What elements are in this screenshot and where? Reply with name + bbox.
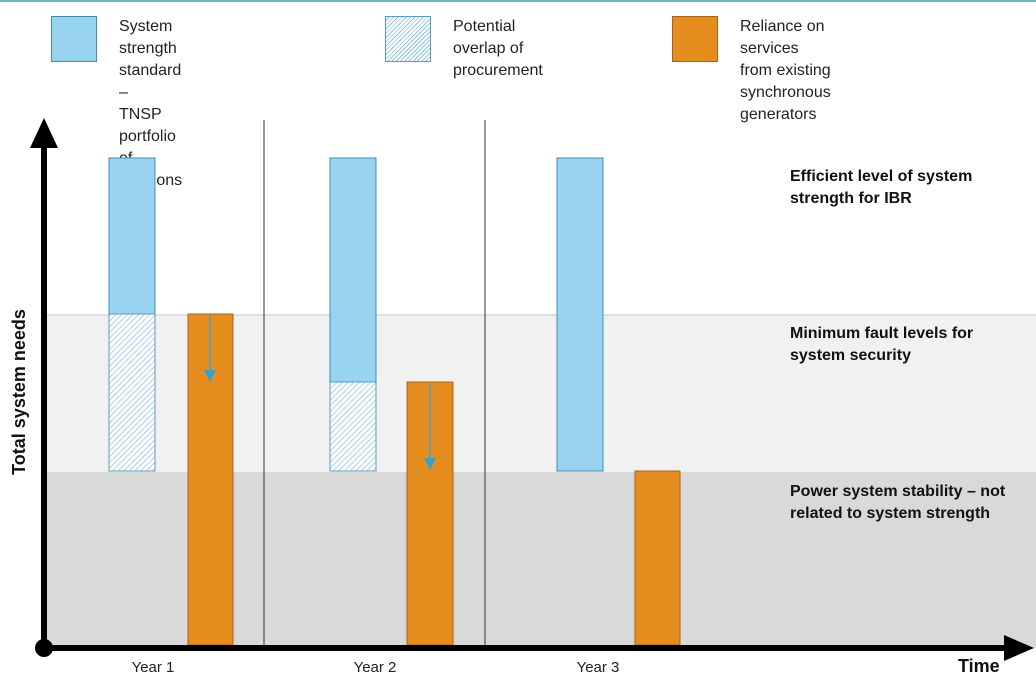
bar-year1-standard [108,157,156,315]
legend-swatch-hatched [385,16,431,62]
top-rule [0,0,1036,2]
period-label-year3: Year 3 [577,659,620,675]
zone-label-stability-1: Power system stability – not [790,483,1006,500]
x-axis-arrowhead-icon [1004,635,1034,661]
legend-swatch-orange [672,16,718,62]
zone-label-efficient-1: Efficient level of system [790,168,972,185]
bar-year2-standard [329,157,377,383]
zone-label-minimum-1: Minimum fault levels for [790,325,973,342]
legend-label-synchronous: Reliance on services from existing synch… [740,18,831,123]
zone-label-minimum-2: system security [790,347,911,364]
bar-year3-standard [556,157,604,472]
bar-year1-overlap [108,313,156,472]
x-axis-title: Time [958,656,1000,675]
bar-year3-synchronous [634,470,681,646]
legend-label-overlap: Potential overlap of procurement [453,18,543,79]
zone-label-efficient-2: strength for IBR [790,190,912,207]
zone-label-stability-2: related to system strength [790,505,990,522]
period-label-year2: Year 2 [354,659,397,675]
legend-swatch-blue [51,16,97,62]
y-axis-title: Total system needs [9,309,29,475]
period-label-year1: Year 1 [132,659,175,675]
y-axis-arrowhead-icon [30,118,58,148]
bar-year2-overlap [329,381,377,472]
axis-origin-dot [35,639,53,657]
